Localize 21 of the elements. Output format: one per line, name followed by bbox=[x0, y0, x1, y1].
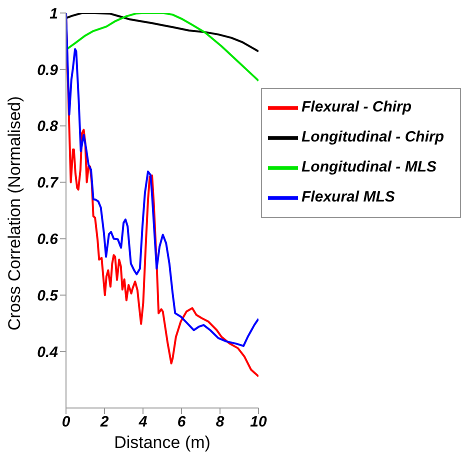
y-tick-label: 0.7 bbox=[37, 174, 59, 192]
x-tick-label: 10 bbox=[250, 414, 268, 431]
y-tick-label: 1 bbox=[50, 5, 58, 22]
legend-label: Longitudinal - Chirp bbox=[302, 128, 444, 146]
x-axis-title: Distance (m) bbox=[114, 433, 210, 452]
x-tick-label: 6 bbox=[177, 414, 186, 431]
legend-label: Flexural MLS bbox=[302, 188, 395, 206]
x-tick-label: 2 bbox=[99, 414, 110, 431]
x-tick-label: 4 bbox=[138, 414, 148, 431]
y-tick-label: 0.8 bbox=[37, 118, 59, 136]
legend-label: Flexural - Chirp bbox=[302, 98, 412, 116]
line-series bbox=[66, 13, 259, 52]
x-tick-label: 8 bbox=[216, 414, 225, 431]
y-tick-label: 0.6 bbox=[37, 231, 59, 248]
y-axis-title: Cross Correlation (Normalised) bbox=[5, 96, 24, 330]
y-tick-label: 0.5 bbox=[37, 287, 59, 304]
x-tick-label: 0 bbox=[62, 414, 71, 431]
legend-label: Longitudinal - MLS bbox=[302, 158, 436, 176]
y-tick-label: 0.9 bbox=[37, 62, 59, 79]
y-tick-label: 0.4 bbox=[37, 344, 59, 361]
line-series bbox=[66, 13, 259, 82]
